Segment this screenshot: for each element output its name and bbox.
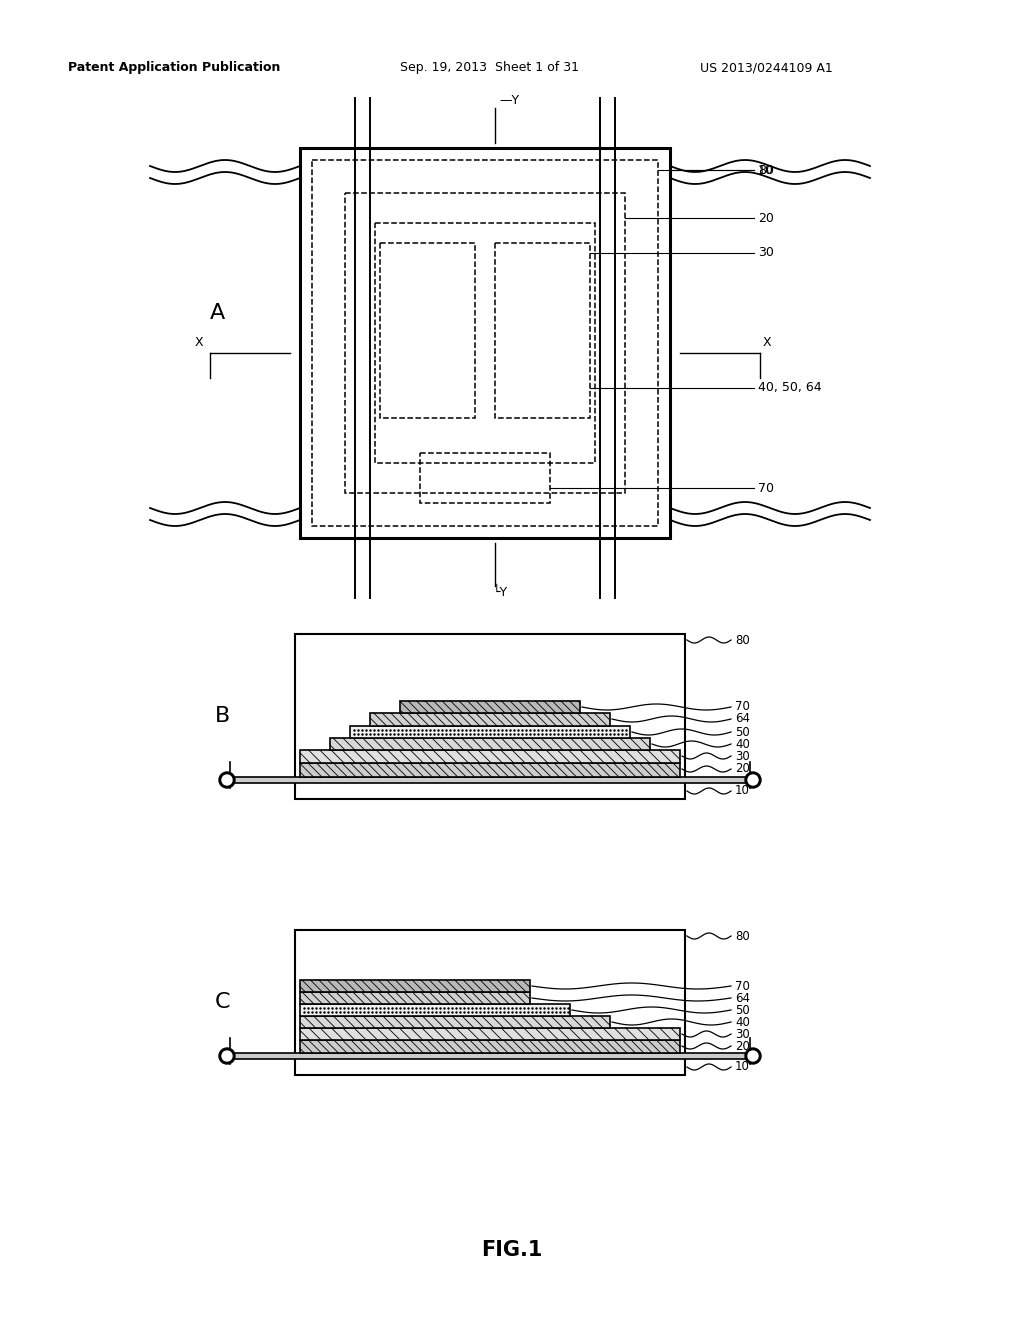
- Bar: [400, 701, 580, 713]
- Text: 40: 40: [735, 1015, 750, 1028]
- Circle shape: [222, 775, 232, 785]
- Text: 20: 20: [735, 763, 750, 776]
- Bar: [370, 713, 610, 726]
- Bar: [350, 726, 630, 738]
- Text: 70: 70: [735, 701, 750, 714]
- Bar: [300, 979, 530, 993]
- Text: 30: 30: [735, 750, 750, 763]
- Text: 20: 20: [735, 1040, 750, 1052]
- Bar: [300, 1005, 570, 1016]
- Text: 70: 70: [758, 482, 774, 495]
- Text: 50: 50: [735, 726, 750, 738]
- Text: X: X: [763, 337, 772, 350]
- Circle shape: [745, 772, 761, 788]
- Text: 30: 30: [758, 247, 774, 260]
- Bar: [300, 148, 670, 539]
- Circle shape: [748, 1051, 758, 1061]
- Bar: [375, 223, 595, 463]
- Text: 80: 80: [735, 634, 750, 647]
- Text: Sep. 19, 2013  Sheet 1 of 31: Sep. 19, 2013 Sheet 1 of 31: [400, 62, 579, 74]
- Bar: [495, 243, 590, 418]
- Bar: [312, 160, 658, 525]
- Bar: [300, 1028, 680, 1040]
- Bar: [295, 634, 685, 799]
- Bar: [300, 750, 680, 763]
- Text: 40: 40: [735, 738, 750, 751]
- Text: C: C: [215, 993, 230, 1012]
- Text: 30: 30: [735, 1027, 750, 1040]
- Text: 10: 10: [758, 164, 774, 177]
- Text: └Y: └Y: [493, 586, 508, 599]
- Text: 80: 80: [758, 164, 774, 177]
- Text: 50: 50: [735, 1003, 750, 1016]
- Bar: [345, 193, 625, 492]
- Text: B: B: [215, 706, 230, 726]
- Text: —Y: —Y: [499, 94, 519, 107]
- Bar: [230, 1053, 750, 1059]
- Circle shape: [748, 775, 758, 785]
- Text: Patent Application Publication: Patent Application Publication: [68, 62, 281, 74]
- Text: 10: 10: [735, 1060, 750, 1073]
- Text: 64: 64: [735, 713, 750, 726]
- Bar: [420, 453, 550, 503]
- Bar: [300, 1040, 680, 1053]
- Text: A: A: [210, 304, 225, 323]
- Text: US 2013/0244109 A1: US 2013/0244109 A1: [700, 62, 833, 74]
- Text: 10: 10: [735, 784, 750, 797]
- Text: 70: 70: [735, 979, 750, 993]
- Bar: [300, 763, 680, 777]
- Bar: [230, 777, 750, 783]
- Circle shape: [219, 1048, 234, 1064]
- Bar: [295, 931, 685, 1074]
- Text: 80: 80: [735, 929, 750, 942]
- Circle shape: [745, 1048, 761, 1064]
- Text: 40, 50, 64: 40, 50, 64: [758, 381, 821, 395]
- Text: 64: 64: [735, 991, 750, 1005]
- Bar: [330, 738, 650, 750]
- Text: 20: 20: [758, 211, 774, 224]
- Text: X: X: [195, 337, 204, 350]
- Circle shape: [219, 772, 234, 788]
- Bar: [380, 243, 475, 418]
- Circle shape: [222, 1051, 232, 1061]
- Text: FIG.1: FIG.1: [481, 1239, 543, 1261]
- Bar: [300, 993, 530, 1005]
- Bar: [300, 1016, 610, 1028]
